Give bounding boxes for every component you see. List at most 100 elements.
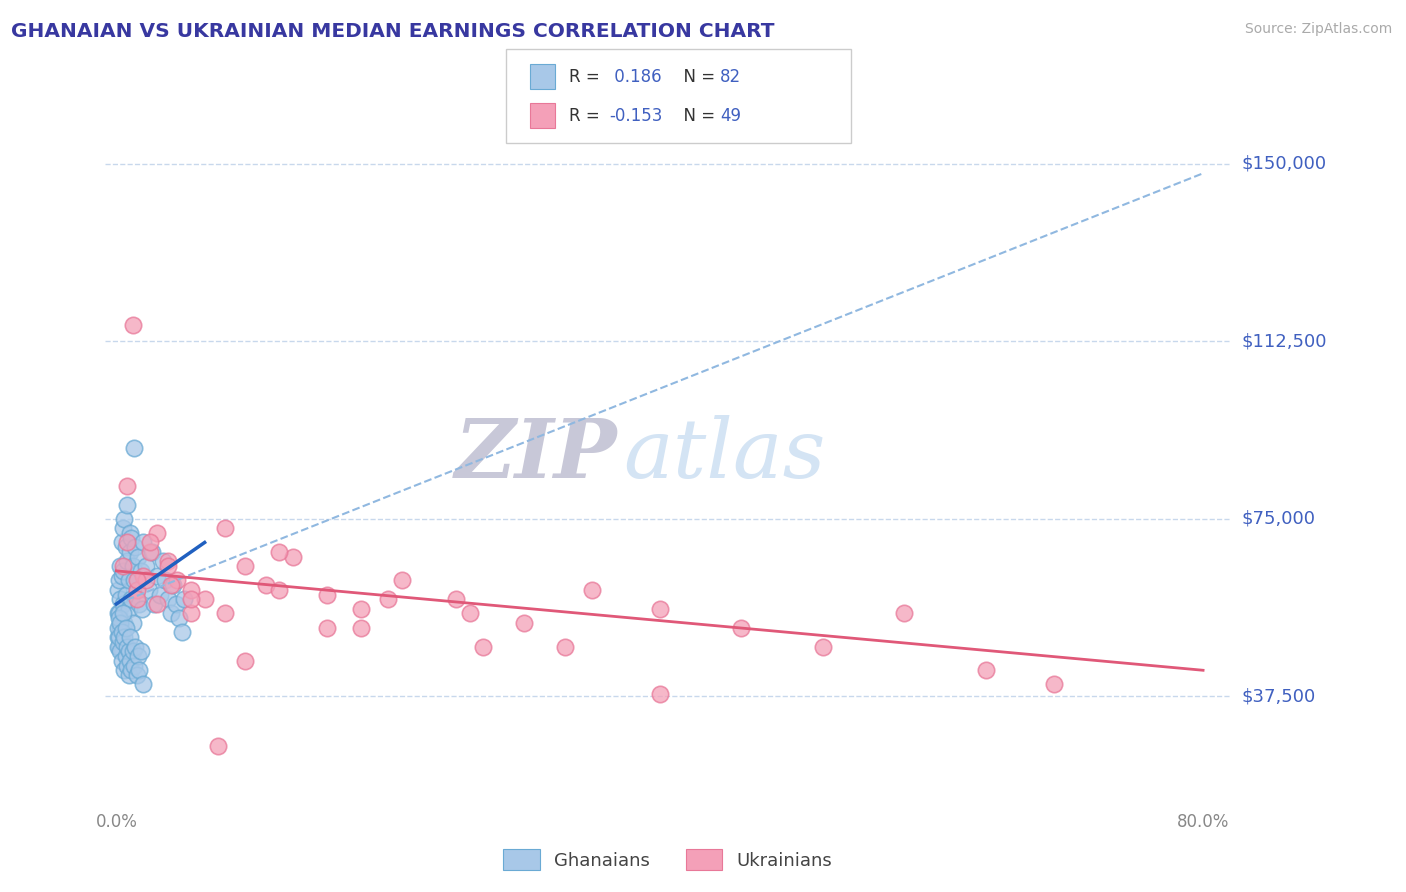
Point <box>125 582 148 597</box>
Text: atlas: atlas <box>623 415 825 495</box>
Point <box>180 607 202 621</box>
Point <box>444 592 467 607</box>
Point <box>132 535 155 549</box>
Text: $112,500: $112,500 <box>1241 333 1327 351</box>
Point <box>146 597 169 611</box>
Point <box>269 582 291 597</box>
Point <box>132 568 155 582</box>
Text: $37,500: $37,500 <box>1241 688 1316 706</box>
Point <box>166 574 188 588</box>
Point <box>173 592 195 607</box>
Point <box>281 549 304 564</box>
Point <box>127 549 149 564</box>
Point <box>114 621 136 635</box>
Point <box>648 687 671 701</box>
Point <box>108 574 131 588</box>
Text: -0.153: -0.153 <box>609 107 662 125</box>
Point <box>107 640 129 654</box>
Point <box>115 640 138 654</box>
Point <box>124 640 146 654</box>
Point <box>162 578 184 592</box>
Point <box>214 521 236 535</box>
Point <box>156 554 179 568</box>
Point <box>120 531 142 545</box>
Point <box>974 663 997 677</box>
Point <box>125 574 148 588</box>
Point <box>110 559 132 574</box>
Text: Source: ZipAtlas.com: Source: ZipAtlas.com <box>1244 22 1392 37</box>
Text: $150,000: $150,000 <box>1241 155 1327 173</box>
Point <box>121 318 143 332</box>
Point <box>112 607 135 621</box>
Point <box>149 588 172 602</box>
Point <box>139 545 162 559</box>
Point <box>125 592 148 607</box>
Point <box>131 601 153 615</box>
Point <box>128 663 150 677</box>
Point <box>115 498 138 512</box>
Text: ZIP: ZIP <box>454 415 617 495</box>
Point <box>114 512 136 526</box>
Point <box>156 592 179 607</box>
Point <box>141 545 163 559</box>
Point <box>214 607 236 621</box>
Point <box>118 630 141 644</box>
Point <box>159 607 181 621</box>
Point <box>117 601 139 615</box>
Point <box>118 654 141 668</box>
Point <box>132 677 155 691</box>
Point <box>235 559 257 574</box>
Point <box>170 625 193 640</box>
Point <box>107 582 129 597</box>
Point <box>254 578 277 592</box>
Point <box>128 597 150 611</box>
Point <box>513 615 536 630</box>
Text: 82: 82 <box>720 69 741 87</box>
Point <box>115 535 138 549</box>
Point <box>121 644 143 658</box>
Point <box>893 607 915 621</box>
Point <box>122 574 145 588</box>
Text: 0.186: 0.186 <box>609 69 661 87</box>
Point <box>129 564 152 578</box>
Point <box>124 540 146 554</box>
Point <box>135 559 157 574</box>
Point <box>180 592 202 607</box>
Point <box>458 607 481 621</box>
Point <box>730 621 752 635</box>
Point <box>118 526 141 541</box>
Point <box>120 592 142 607</box>
Point <box>108 607 131 621</box>
Point <box>350 621 373 635</box>
Point <box>129 644 152 658</box>
Point <box>472 640 495 654</box>
Point <box>120 663 142 677</box>
Text: R =: R = <box>569 69 606 87</box>
Point <box>125 582 148 597</box>
Point <box>115 658 138 673</box>
Point <box>115 478 138 492</box>
Point <box>111 625 134 640</box>
Point <box>156 559 179 574</box>
Point <box>114 540 136 554</box>
Point <box>135 574 157 588</box>
Point <box>315 621 337 635</box>
Point <box>146 568 169 582</box>
Point <box>581 582 603 597</box>
Text: GHANAIAN VS UKRAINIAN MEDIAN EARNINGS CORRELATION CHART: GHANAIAN VS UKRAINIAN MEDIAN EARNINGS CO… <box>11 22 775 41</box>
Point <box>146 526 169 541</box>
Point <box>139 535 162 549</box>
Point <box>114 663 136 677</box>
Point <box>114 649 136 664</box>
Point <box>117 644 139 658</box>
Point <box>143 597 166 611</box>
Point <box>112 635 135 649</box>
Text: N =: N = <box>673 107 721 125</box>
Point <box>108 611 131 625</box>
Point <box>648 601 671 615</box>
Point <box>391 574 413 588</box>
Point <box>110 644 132 658</box>
Point <box>107 607 129 621</box>
Point <box>159 578 181 592</box>
Legend: Ghanaians, Ukrainians: Ghanaians, Ukrainians <box>496 842 839 877</box>
